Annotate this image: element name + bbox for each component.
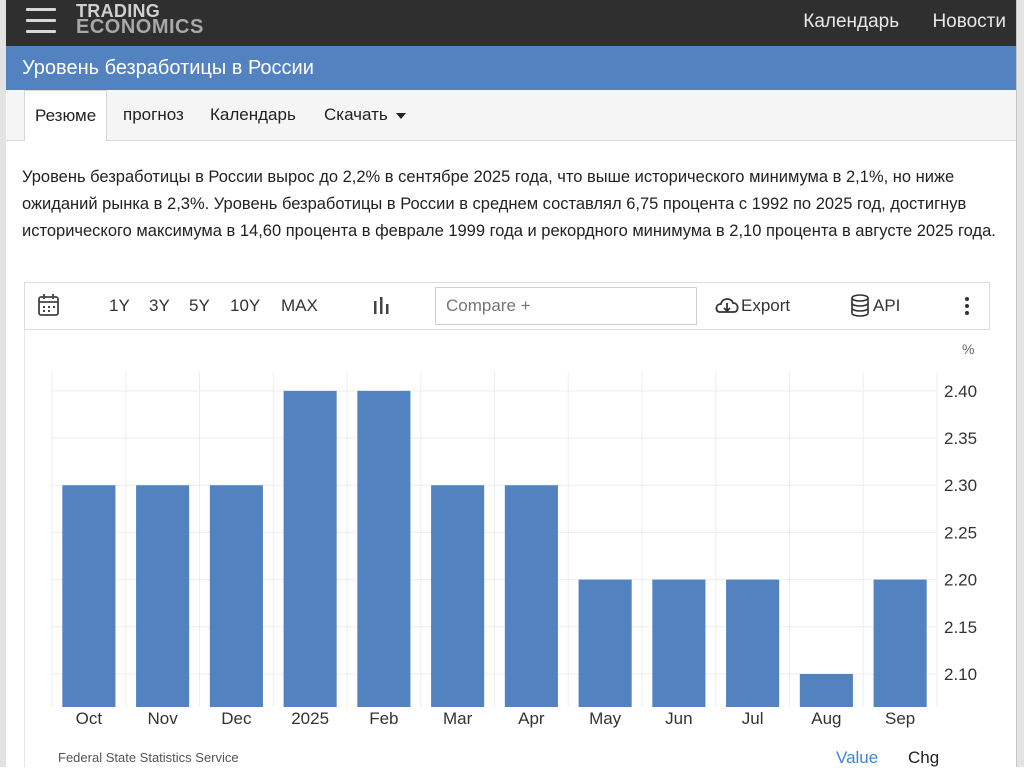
chart-bar bbox=[357, 390, 411, 707]
top-navbar: TRADING ECONOMICS Календарь Новости bbox=[6, 0, 1016, 46]
top-nav: Календарь Новости bbox=[775, 11, 1006, 33]
tab-summary[interactable]: Резюме bbox=[24, 90, 108, 141]
bar-chart-icon[interactable] bbox=[371, 283, 391, 329]
api-label: API bbox=[873, 296, 901, 315]
x-tick-label: Feb bbox=[369, 709, 398, 728]
hamburger-menu-icon[interactable] bbox=[26, 8, 56, 34]
value-toggle[interactable]: Value bbox=[836, 748, 879, 767]
range-3y-button[interactable]: 3Y bbox=[149, 296, 170, 315]
chart-bar bbox=[283, 390, 337, 707]
chart-bar bbox=[726, 579, 780, 707]
calendar-icon[interactable] bbox=[37, 283, 63, 329]
page-title-bar: Уровень безработицы в России bbox=[6, 46, 1016, 90]
nav-news-link[interactable]: Новости bbox=[932, 11, 1006, 32]
chart-bar bbox=[504, 485, 558, 707]
nav-calendar-link[interactable]: Календарь bbox=[803, 11, 900, 32]
api-button[interactable]: API bbox=[849, 283, 900, 329]
y-axis-unit-label: % bbox=[962, 341, 974, 357]
tab-download-label: Скачать bbox=[324, 105, 388, 124]
x-tick-label: Apr bbox=[518, 709, 545, 728]
y-tick-label: 2.10 bbox=[944, 665, 977, 684]
x-tick-label: Jun bbox=[665, 709, 692, 728]
x-tick-label: 2025 bbox=[291, 709, 329, 728]
source-text: Federal State Statistics Service bbox=[58, 750, 239, 765]
x-tick-label: Aug bbox=[811, 709, 841, 728]
logo-line-1: TRADING bbox=[76, 1, 161, 21]
x-tick-label: Jul bbox=[742, 709, 764, 728]
x-tick-label: Dec bbox=[221, 709, 252, 728]
x-tick-label: Oct bbox=[76, 709, 103, 728]
right-edge bbox=[1016, 0, 1024, 767]
chart-bar bbox=[209, 485, 263, 707]
y-tick-label: 2.15 bbox=[944, 618, 977, 637]
bar-chart: Oct Nov Dec 2025 Feb Mar Apr May Jun Jul Aug Sep 2.4… bbox=[51, 341, 977, 728]
range-5y-button[interactable]: 5Y bbox=[189, 296, 210, 315]
chart-bar bbox=[136, 485, 190, 707]
caret-down-icon bbox=[395, 112, 406, 119]
y-tick-label: 2.30 bbox=[944, 476, 977, 495]
chg-toggle[interactable]: Chg bbox=[908, 748, 940, 767]
x-tick-label: Nov bbox=[148, 709, 179, 728]
x-tick-label: Mar bbox=[443, 709, 473, 728]
export-button[interactable]: Export bbox=[713, 283, 790, 329]
left-edge bbox=[0, 0, 6, 767]
range-10y-button[interactable]: 10Y bbox=[230, 296, 261, 315]
y-tick-label: 2.35 bbox=[944, 429, 977, 448]
chart-bar bbox=[799, 673, 853, 707]
y-tick-label: 2.20 bbox=[944, 571, 977, 590]
tab-bar: Резюме прогноз Календарь Скачать bbox=[6, 90, 1016, 141]
range-max-button[interactable]: MAX bbox=[281, 296, 318, 315]
y-tick-label: 2.40 bbox=[944, 382, 977, 401]
chart-toolbar: 1Y 3Y 5Y 10Y MAX Export API bbox=[24, 282, 990, 330]
x-tick-label: Sep bbox=[885, 709, 915, 728]
chart-area: Oct Nov Dec 2025 Feb Mar Apr May Jun Jul Aug Sep 2.4… bbox=[24, 330, 991, 767]
chart-bar bbox=[873, 579, 927, 707]
right-edge-line bbox=[1016, 0, 1017, 767]
export-label: Export bbox=[741, 296, 791, 315]
more-options-icon[interactable] bbox=[961, 283, 973, 329]
logo-line-2: ECONOMICS bbox=[76, 16, 204, 38]
database-icon bbox=[851, 294, 869, 317]
summary-text: Уровень безработицы в России вырос до 2,… bbox=[22, 168, 996, 240]
range-1y-button[interactable]: 1Y bbox=[109, 296, 130, 315]
x-tick-label: May bbox=[589, 709, 622, 728]
cloud-download-icon bbox=[715, 298, 739, 313]
y-tick-label: 2.25 bbox=[944, 523, 977, 542]
compare-input[interactable] bbox=[435, 287, 697, 325]
chart-bar bbox=[578, 579, 632, 707]
chart-bar bbox=[62, 485, 116, 707]
chart-bar bbox=[652, 579, 706, 707]
tab-calendar[interactable]: Календарь bbox=[210, 105, 296, 124]
site-logo[interactable]: TRADING ECONOMICS bbox=[76, 1, 204, 38]
chart-bar bbox=[431, 485, 485, 707]
tab-forecast[interactable]: прогноз bbox=[123, 105, 184, 124]
tab-download[interactable]: Скачать bbox=[324, 90, 406, 140]
page-title: Уровень безработицы в России bbox=[22, 57, 314, 79]
